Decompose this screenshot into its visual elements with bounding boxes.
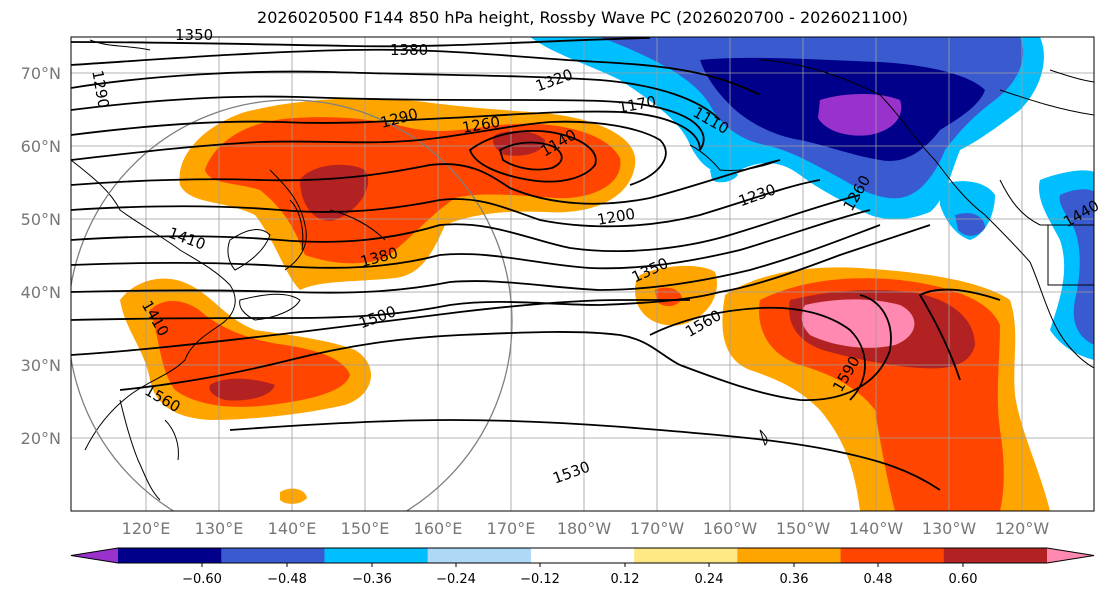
colorbar-tick-label: −0.12 (520, 572, 560, 587)
height-contours (71, 37, 1001, 491)
colorbar-tick-label: 0.48 (864, 572, 893, 587)
colorbar-ticks (201, 563, 964, 567)
colorbar-tick-label: 0.36 (780, 572, 809, 587)
colorbar-swatch (943, 548, 1048, 563)
lon-label: 170°W (630, 519, 685, 538)
lon-label: 120°E (122, 519, 171, 538)
colorbar-tick-label: −0.36 (352, 572, 392, 587)
longitude-labels: 120°E 130°E 140°E 150°E 160°E 170°E 180°… (122, 519, 1050, 538)
colorbar-swatch (737, 548, 842, 563)
colorbar-tick-label: 0.24 (695, 572, 724, 587)
lat-label: 70°N (21, 64, 61, 83)
colorbar-swatch (118, 548, 222, 563)
lat-label: 50°N (21, 210, 61, 229)
colorbar-swatch (634, 548, 738, 563)
lon-label: 120°W (995, 519, 1050, 538)
lon-label: 170°E (487, 519, 536, 538)
colorbar-swatch (324, 548, 429, 563)
lon-label: 160°W (703, 519, 758, 538)
colorbar-swatches (70, 547, 1095, 564)
map-plot-area (71, 37, 1094, 511)
colorbar-swatch (427, 548, 532, 563)
negative-anomaly-shading (530, 37, 1094, 360)
map-title: 2026020500 F144 850 hPa height, Rossby W… (257, 8, 908, 27)
colorbar-swatch (71, 548, 118, 563)
colorbar-outline (70, 547, 1095, 564)
lat-label: 30°N (21, 356, 61, 375)
contour-label: 1350 (175, 26, 213, 44)
colorbar-tick-label: 0.12 (611, 572, 640, 587)
latitude-labels: 70°N 60°N 50°N 40°N 30°N 20°N (21, 64, 61, 448)
colorbar: −0.60 −0.48 −0.36 −0.24 −0.12 0.12 0.24 … (70, 547, 1095, 587)
lat-label: 60°N (21, 137, 61, 156)
coastlines (71, 39, 1094, 501)
colorbar-tick-label: −0.48 (267, 572, 307, 587)
colorbar-swatch (530, 548, 635, 563)
colorbar-swatch (221, 548, 325, 563)
colorbar-tick-label: −0.24 (436, 572, 476, 587)
colorbar-swatch (1047, 548, 1094, 563)
lon-label: 130°E (195, 519, 244, 538)
lat-label: 40°N (21, 283, 61, 302)
lon-label: 140°E (268, 519, 317, 538)
lon-label: 180°W (557, 519, 612, 538)
lon-label: 150°E (341, 519, 390, 538)
lon-label: 130°W (922, 519, 977, 538)
lat-label: 20°N (21, 429, 61, 448)
colorbar-labels: −0.60 −0.48 −0.36 −0.24 −0.12 0.12 0.24 … (182, 572, 977, 587)
lon-label: 150°W (776, 519, 831, 538)
lon-label: 140°W (849, 519, 904, 538)
colorbar-tick-label: −0.60 (182, 572, 222, 587)
colorbar-swatch (840, 548, 945, 563)
lon-label: 160°E (414, 519, 463, 538)
contour-label: 1380 (390, 41, 428, 59)
map-frame (70, 36, 1095, 512)
colorbar-tick-label: 0.60 (949, 572, 978, 587)
region-circle (71, 99, 513, 511)
